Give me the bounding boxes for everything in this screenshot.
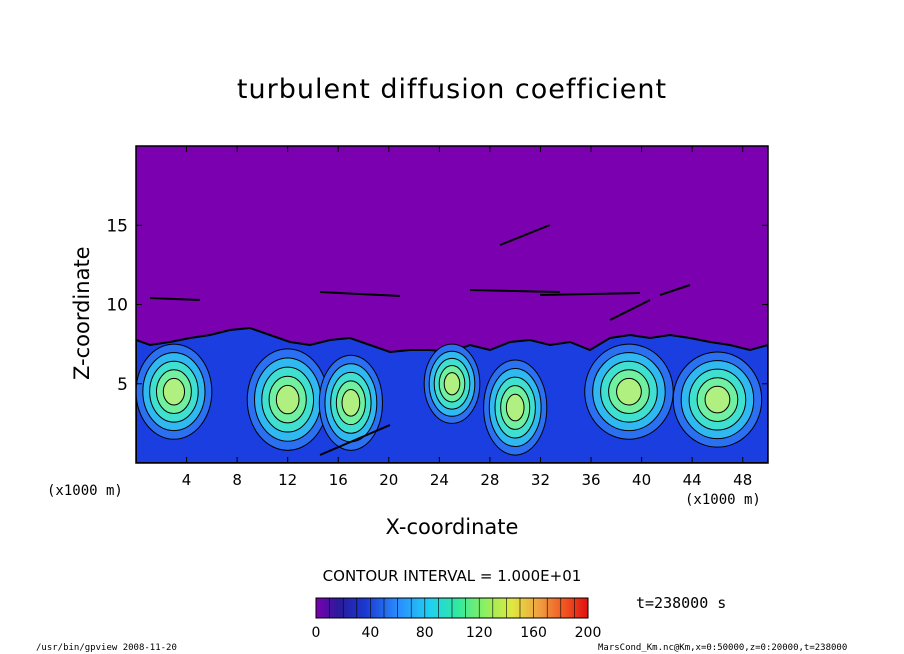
colorbar-tick-label: 160 [520, 625, 547, 641]
contour-ring [162, 377, 186, 406]
x-tick-label: 12 [278, 471, 297, 489]
colorbar-tick-label: 200 [575, 625, 602, 641]
contour-filament [499, 224, 551, 246]
x-tick-label: 48 [733, 471, 752, 489]
contour-ring [616, 377, 642, 406]
turbulent-cell [483, 359, 548, 456]
x-tick-label: 32 [531, 471, 550, 489]
colorbar-tick-label: 40 [361, 625, 379, 641]
contour-filament [319, 291, 401, 297]
contour-filament [539, 292, 641, 296]
x-tick-label: 28 [480, 471, 499, 489]
time-label: t=238000 s [636, 594, 727, 612]
y-tick-label: 15 [106, 216, 128, 236]
turbulent-cell [423, 343, 481, 424]
footer-program: /usr/bin/gpview 2008-11-20 [36, 643, 177, 653]
x-unit-label-right: (x1000 m) [685, 492, 761, 508]
colorbar-tick-label: 80 [416, 625, 434, 641]
turbulent-cell [318, 354, 383, 451]
x-tick-label: 24 [430, 471, 449, 489]
contour-ring [505, 393, 525, 422]
x-tick-label: 44 [683, 471, 702, 489]
turbulent-cell [136, 343, 213, 440]
contour-filament [659, 284, 691, 296]
y-axis-label: Z-coordinate [70, 246, 94, 380]
colorbar-tick-label: 0 [312, 625, 321, 641]
plot-area [136, 146, 768, 463]
x-axis-label: X-coordinate [385, 515, 519, 539]
colorbar-tick-label: 120 [466, 625, 493, 641]
x-tick-label: 40 [632, 471, 651, 489]
footer-source: MarsCond_Km.nc@Km,x=0:50000,z=0:20000,t=… [598, 643, 848, 653]
x-tick-label: 20 [379, 471, 398, 489]
x-tick-label: 16 [329, 471, 348, 489]
contour-ring [704, 385, 731, 414]
contour-filament [609, 299, 651, 321]
x-tick-label: 8 [232, 471, 242, 489]
turbulent-cell [672, 351, 763, 448]
contour-ring [443, 372, 461, 396]
contour-filament [319, 424, 391, 456]
x-tick-label: 4 [182, 471, 192, 489]
contour-ring [275, 384, 300, 415]
y-tick-label: 5 [117, 375, 128, 395]
contour-interval-label: CONTOUR INTERVAL = 1.000E+01 [322, 567, 582, 585]
contour-filament [149, 297, 201, 301]
y-tick-label: 10 [106, 296, 128, 316]
contour-ring [341, 388, 361, 417]
x-unit-label-left: (x1000 m) [47, 483, 123, 499]
x-tick-label: 36 [581, 471, 600, 489]
contour-filament [469, 289, 561, 293]
turbulent-cell [246, 348, 329, 451]
turbulent-cell [584, 343, 674, 440]
chart-title: turbulent diffusion coefficient [236, 74, 668, 105]
